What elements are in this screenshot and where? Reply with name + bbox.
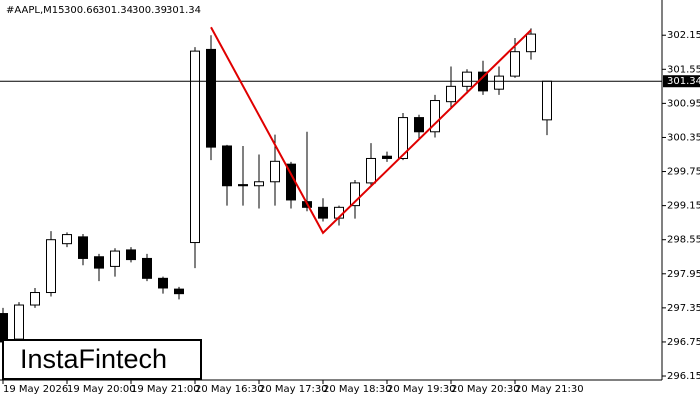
candle-body: [0, 313, 8, 343]
candle-body: [382, 155, 392, 159]
ohlc-low: 300.39: [132, 5, 167, 16]
last-price-box: [663, 75, 700, 88]
candle-body: [270, 160, 280, 183]
x-tick-label: 20 May 20:30: [451, 384, 520, 395]
x-tick-label: 20 May 16:30: [195, 384, 264, 395]
candle-body: [398, 117, 408, 159]
y-tick-label: 301.55: [667, 64, 700, 75]
logo-box: [2, 339, 202, 380]
x-tick-label: 20 May 19:30: [387, 384, 456, 395]
candle-body: [494, 75, 504, 90]
logo: InstaFintech: [20, 344, 167, 374]
x-tick-label: 19 May 20:00: [67, 384, 136, 395]
candle-body: [78, 236, 88, 259]
overlay: 301.34 InstaFintech: [2, 26, 700, 380]
candle-body: [14, 304, 24, 340]
candle-body: [190, 50, 200, 244]
ohlc-close: 301.34: [166, 5, 201, 16]
y-tick-label: 300.95: [667, 98, 700, 109]
candle-body: [222, 145, 232, 187]
last-price-label: 301.34: [667, 76, 700, 87]
candle-body: [142, 257, 152, 279]
y-tick-label: 297.35: [667, 303, 700, 314]
y-tick-label: 298.55: [667, 235, 700, 246]
candle-body: [462, 71, 472, 87]
y-tick-label: 297.95: [667, 269, 700, 280]
candle-body: [350, 182, 360, 207]
candle-body: [430, 100, 440, 133]
candle-body: [318, 206, 328, 219]
candle-body: [174, 288, 184, 295]
candle-body: [526, 33, 536, 53]
candle-body: [446, 85, 456, 103]
x-tick-label: 20 May 21:30: [515, 384, 584, 395]
candle-body: [94, 256, 104, 269]
candle-body: [542, 80, 552, 121]
pattern-line: [210, 26, 532, 235]
candle-body: [510, 51, 520, 77]
candle-body: [254, 181, 264, 187]
y-tick-label: 299.75: [667, 167, 700, 178]
y-tick-label: 296.75: [667, 337, 700, 348]
candle-body: [46, 239, 56, 294]
ohlc-high: 301.34: [98, 5, 133, 16]
y-tick-label: 300.35: [667, 132, 700, 143]
symbol: #AAPL,M15: [6, 5, 64, 16]
candle-body: [366, 157, 376, 184]
y-tick-label: 296.15: [667, 371, 700, 382]
candle-body: [126, 249, 136, 261]
candle-body: [238, 184, 248, 187]
plot-area: [0, 28, 662, 368]
ohlc-open: 300.66: [64, 5, 99, 16]
y-tick-label: 302.15: [667, 30, 700, 41]
x-tick-label: 19 May 2026: [3, 384, 68, 395]
candle-body: [158, 277, 168, 289]
candle-body: [206, 48, 216, 148]
y-tick-label: 299.15: [667, 201, 700, 212]
x-tick-label: 20 May 17:30: [259, 384, 328, 395]
candle-body: [30, 292, 40, 306]
candle-body: [414, 117, 424, 133]
candle-body: [62, 234, 72, 245]
x-tick-label: 19 May 21:00: [131, 384, 200, 395]
candle-body: [110, 250, 120, 267]
x-tick-label: 20 May 18:30: [323, 384, 392, 395]
